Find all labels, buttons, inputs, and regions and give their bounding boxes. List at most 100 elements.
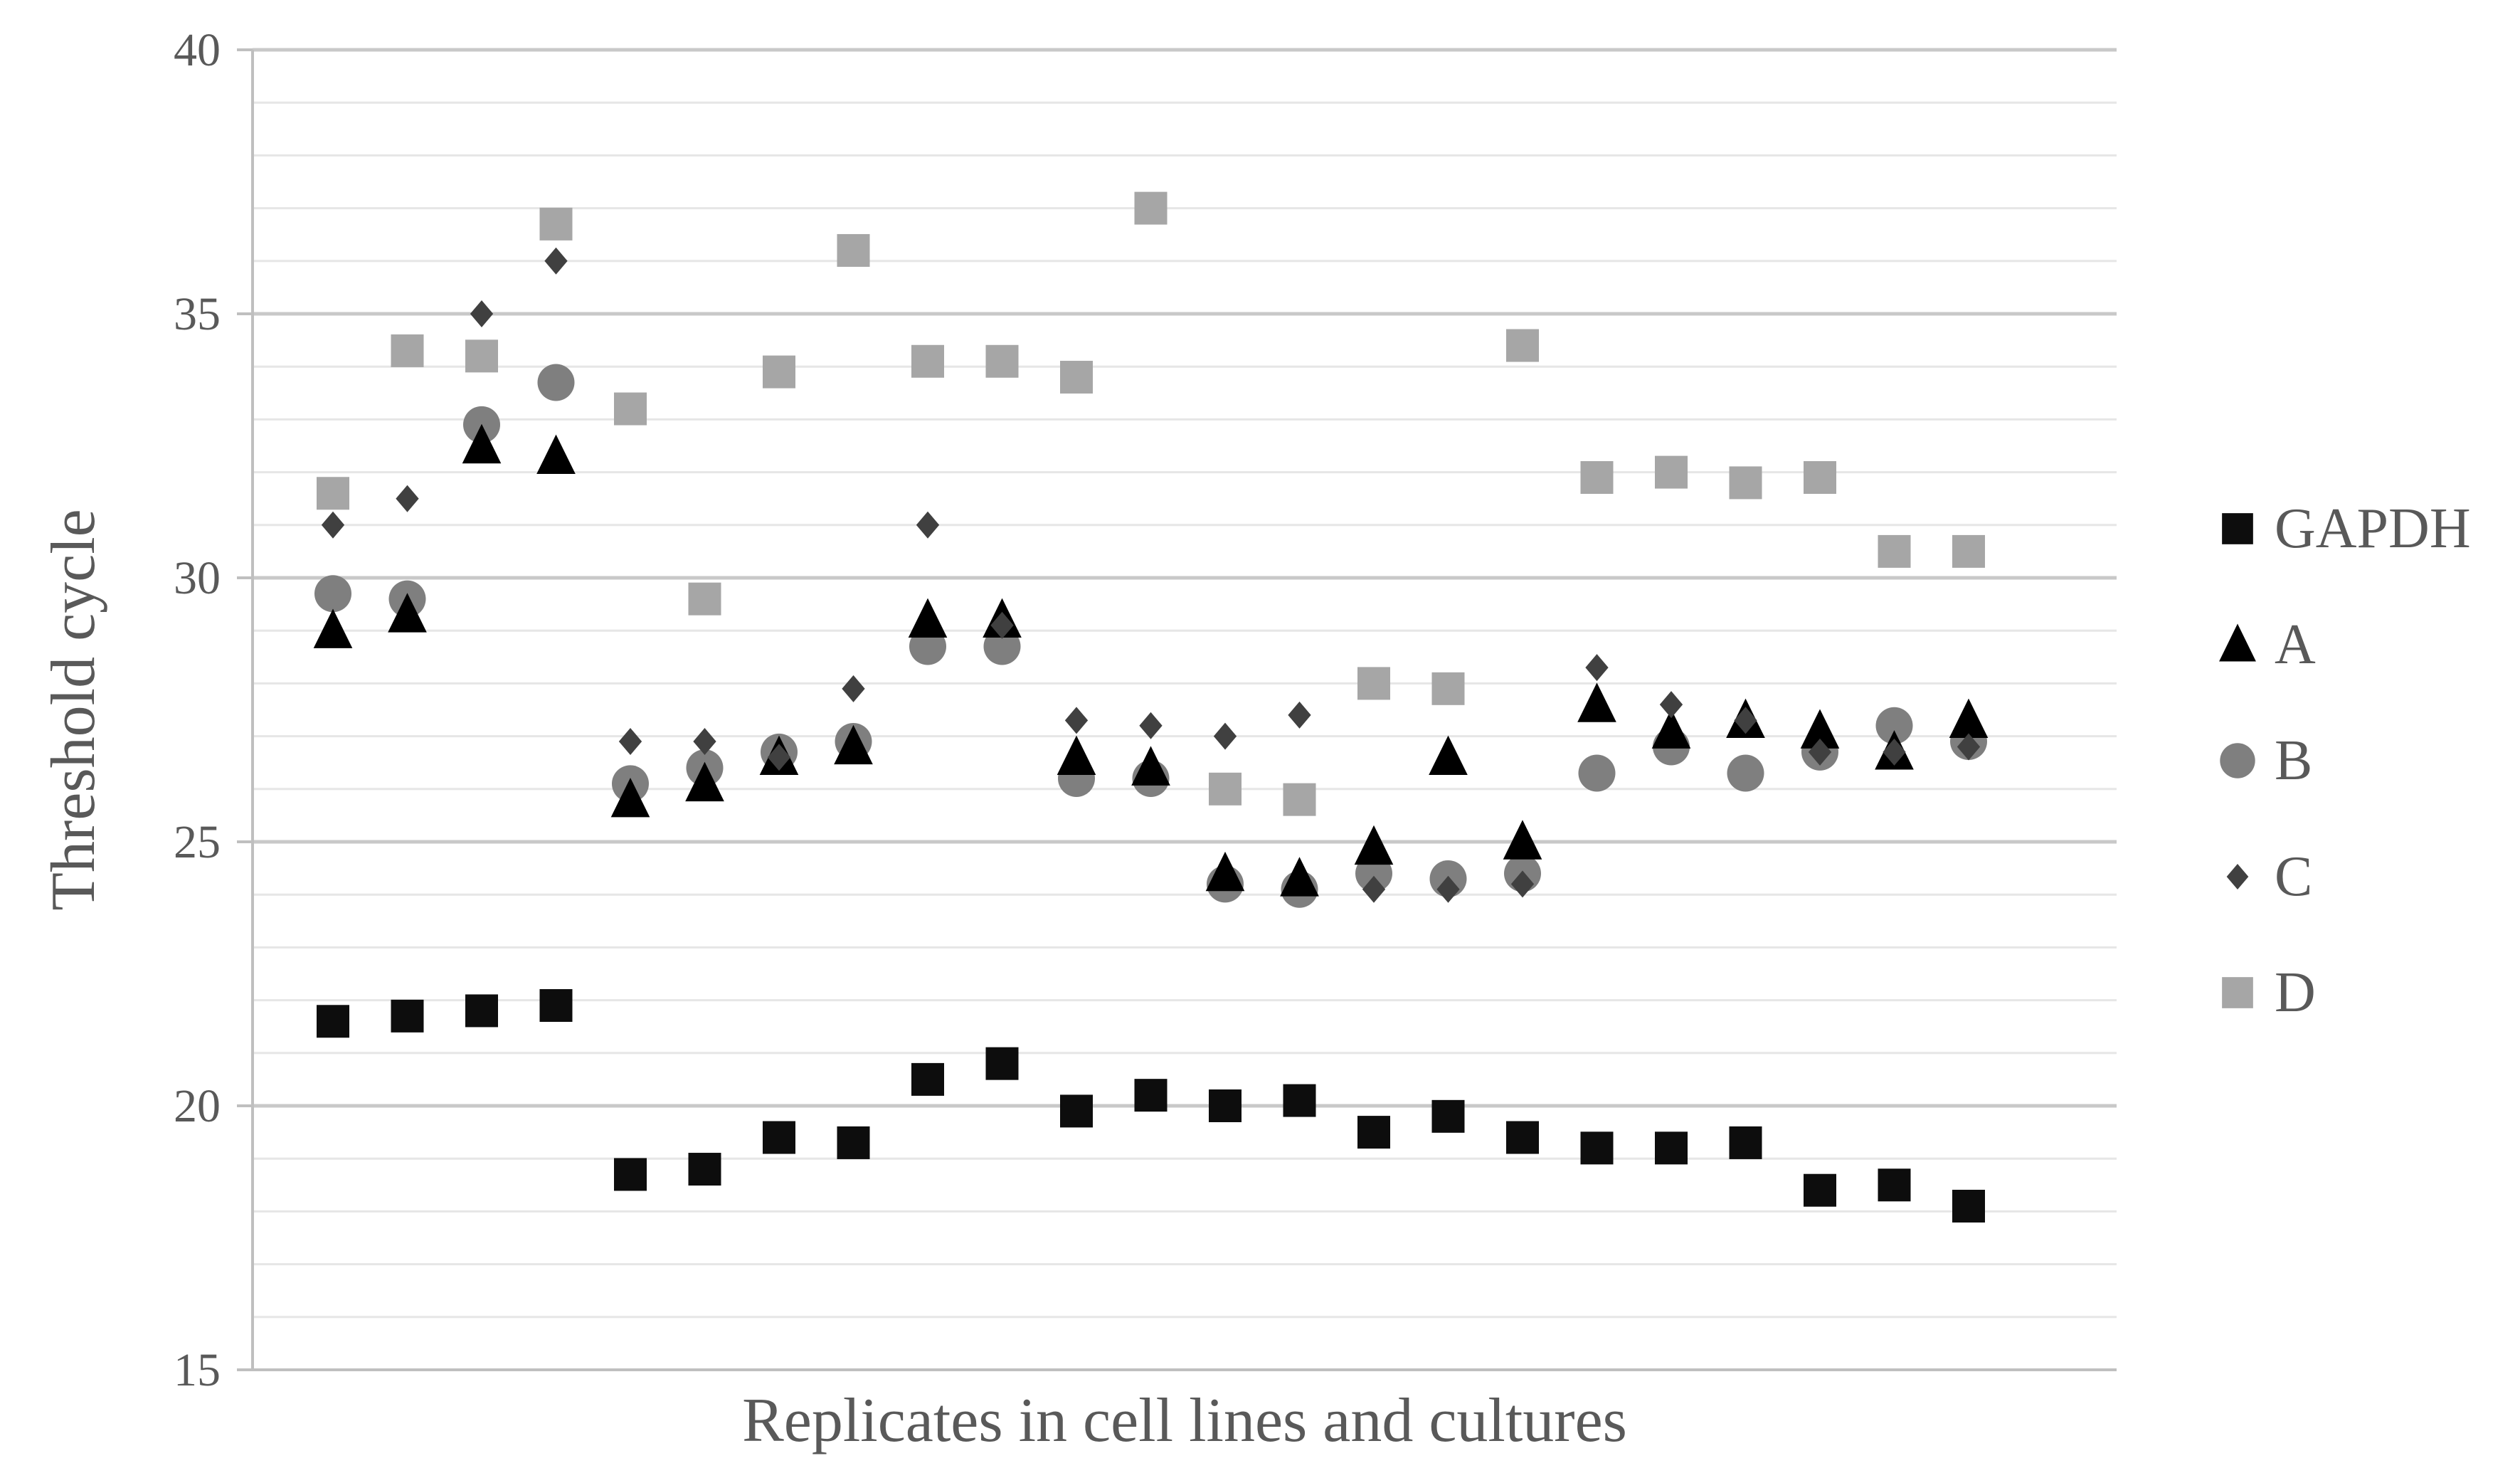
data-point-a	[1429, 735, 1468, 775]
series-gapdh	[317, 989, 1985, 1223]
data-point-d	[391, 334, 424, 367]
data-point-d	[1431, 672, 1465, 705]
data-point-c	[1585, 654, 1609, 682]
data-point-a	[1205, 851, 1245, 892]
data-point-c	[767, 744, 791, 771]
data-point-d	[1357, 667, 1390, 700]
data-point-gapdh	[985, 1047, 1019, 1080]
series-c	[321, 247, 1981, 903]
data-point-c	[842, 675, 865, 702]
data-point-d	[539, 207, 573, 241]
y-tick-label: 20	[174, 1080, 221, 1132]
data-point-c	[1436, 875, 1460, 903]
data-point-d	[1878, 534, 1911, 568]
data-point-gapdh	[1655, 1131, 1688, 1165]
data-point-d	[1060, 361, 1093, 394]
y-axis-title: Threshold cycle	[39, 509, 108, 910]
legend-marker-b	[2220, 743, 2255, 778]
data-point-a	[388, 593, 427, 633]
data-point-c	[1288, 701, 1311, 729]
data-point-b	[1875, 707, 1913, 744]
data-point-c	[470, 300, 494, 327]
data-point-d	[837, 233, 870, 267]
data-point-a	[610, 777, 650, 818]
x-axis-title: Replicates in cell lines and cultures	[742, 1386, 1627, 1455]
data-point-gapdh	[317, 1005, 349, 1038]
data-point-a	[313, 608, 353, 648]
data-point-a	[1577, 682, 1616, 722]
legend-label-b: B	[2275, 729, 2312, 792]
data-point-gapdh	[465, 994, 498, 1028]
data-point-gapdh	[1878, 1168, 1911, 1202]
data-point-d	[911, 344, 944, 378]
data-point-b	[537, 364, 575, 401]
data-point-d	[1804, 461, 1836, 495]
data-point-c	[693, 728, 716, 756]
y-tick-label: 40	[174, 24, 221, 76]
data-points	[313, 191, 1989, 1223]
data-point-c	[396, 485, 419, 512]
legend-marker-a	[2219, 623, 2256, 662]
data-point-gapdh	[688, 1153, 721, 1186]
data-point-b	[1578, 754, 1616, 792]
data-point-c	[1659, 691, 1683, 719]
data-point-d	[465, 339, 498, 373]
data-point-c	[544, 247, 568, 275]
data-point-a	[1503, 820, 1542, 860]
series-d	[317, 191, 1985, 816]
data-point-c	[321, 511, 345, 539]
data-point-a	[1280, 857, 1319, 897]
data-point-d	[1283, 783, 1316, 816]
data-point-a	[685, 761, 724, 802]
data-point-gapdh	[1357, 1116, 1390, 1149]
data-point-c	[1213, 722, 1237, 750]
data-point-gapdh	[1804, 1173, 1836, 1207]
data-point-gapdh	[911, 1062, 944, 1096]
data-point-d	[614, 392, 647, 426]
data-point-d	[1655, 455, 1688, 489]
data-point-c	[1734, 707, 1757, 734]
series-a	[313, 423, 1989, 897]
data-point-c	[1883, 738, 1906, 766]
data-point-c	[1362, 875, 1386, 903]
data-point-a	[834, 724, 873, 765]
data-point-gapdh	[539, 989, 573, 1023]
data-point-gapdh	[1209, 1089, 1242, 1122]
data-point-b	[1727, 754, 1764, 792]
data-point-gapdh	[1060, 1094, 1093, 1128]
data-point-c	[1510, 870, 1535, 898]
data-point-a	[1354, 825, 1394, 865]
data-point-d	[1952, 534, 1985, 568]
gridlines	[253, 48, 2117, 1319]
legend-marker-d	[2222, 977, 2253, 1008]
data-point-a	[1057, 735, 1096, 775]
data-point-b	[314, 575, 351, 613]
data-point-c	[1808, 738, 1832, 766]
data-point-c	[916, 511, 940, 539]
data-point-c	[618, 728, 642, 756]
legend-marker-gapdh	[2222, 513, 2253, 544]
data-point-d	[985, 344, 1019, 378]
data-point-gapdh	[1283, 1084, 1316, 1117]
data-point-a	[1651, 709, 1691, 749]
data-point-d	[1209, 772, 1242, 806]
data-point-d	[1729, 466, 1762, 500]
legend-marker-c	[2226, 863, 2249, 890]
legend-label-d: D	[2275, 961, 2316, 1024]
data-point-a	[462, 423, 502, 464]
data-point-gapdh	[1729, 1126, 1762, 1159]
y-tick-label: 25	[174, 816, 221, 868]
y-axis-ticks: 15 20 25 30 35 40	[174, 24, 253, 1396]
legend-label-gapdh: GAPDH	[2275, 497, 2471, 560]
data-point-a	[536, 434, 576, 475]
data-point-gapdh	[1506, 1121, 1539, 1154]
y-tick-label: 35	[174, 288, 221, 340]
data-point-d	[1134, 191, 1168, 225]
data-point-a	[1949, 698, 1989, 739]
data-point-c	[1064, 707, 1089, 734]
data-point-a	[908, 598, 948, 638]
data-point-c	[1957, 733, 1981, 761]
data-point-d	[1580, 461, 1614, 495]
